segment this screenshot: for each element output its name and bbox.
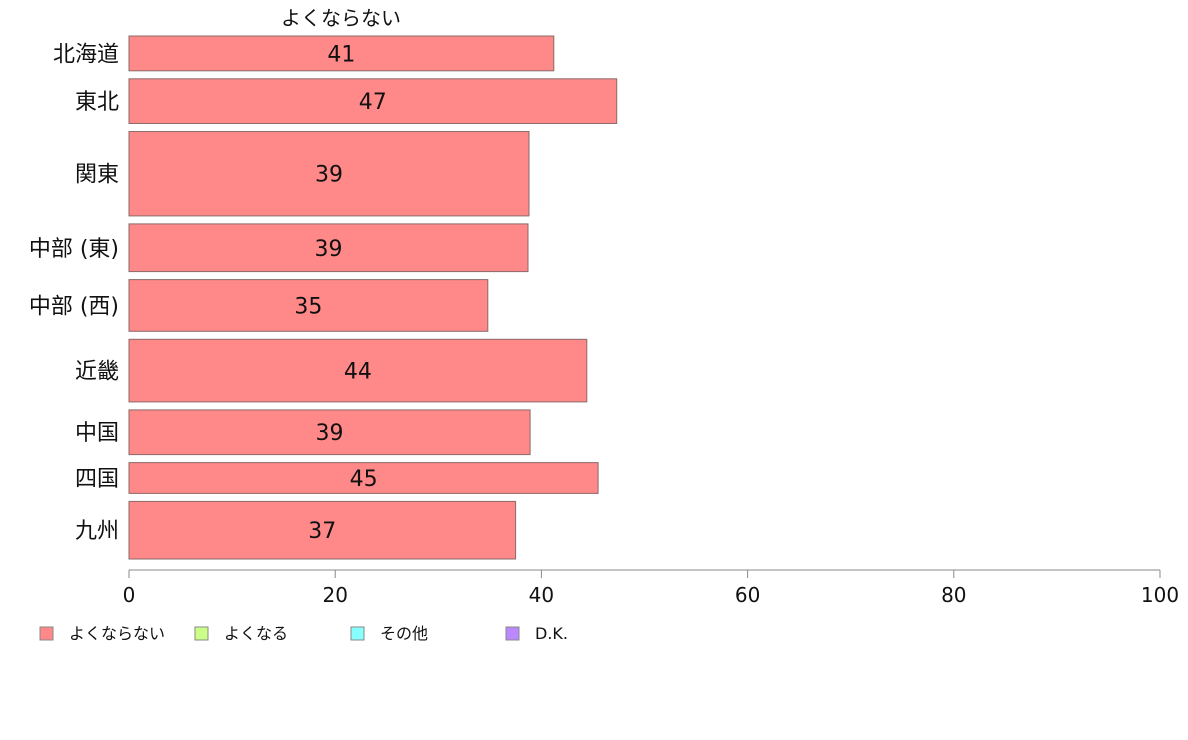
bar-value-label: 45 — [350, 467, 378, 492]
bar-value-label: 39 — [315, 237, 343, 262]
bar-5 — [128, 279, 489, 332]
category-label: 関東 — [75, 163, 119, 188]
bar-8 — [128, 462, 599, 494]
category-label: 四国 — [75, 467, 119, 492]
bar-1 — [128, 35, 555, 72]
legend: よくならない よくなる その他 D.K. — [39, 624, 568, 643]
legend-label: D.K. — [535, 624, 568, 643]
category-label: 九州 — [75, 519, 119, 544]
category-label: 北海道 — [53, 42, 119, 67]
bar-value-label: 47 — [359, 90, 387, 115]
x-axis: 0 20 40 60 80 100 — [123, 569, 1179, 607]
legend-label: よくならない — [69, 624, 165, 643]
bar-4 — [128, 223, 529, 273]
bar-value-label: 44 — [344, 360, 372, 385]
bar-9 — [128, 500, 517, 560]
x-tick-label: 0 — [123, 583, 136, 607]
legend-label: よくなる — [224, 624, 288, 643]
bar-3 — [128, 131, 530, 217]
legend-swatch — [39, 626, 54, 641]
bar-value-label: 41 — [327, 42, 355, 67]
x-tick-label: 100 — [1141, 583, 1179, 607]
x-tick-label: 60 — [735, 583, 760, 607]
x-tick-label: 40 — [529, 583, 554, 607]
x-tick-label: 80 — [941, 583, 966, 607]
category-label: 中部 (西) — [29, 294, 119, 319]
chart-title: よくならない — [281, 6, 401, 30]
bar-value-label: 39 — [316, 421, 344, 446]
bar-2 — [128, 78, 618, 125]
legend-swatch — [194, 626, 209, 641]
bar-6 — [128, 338, 588, 403]
category-label: 中国 — [75, 421, 119, 446]
legend-swatch — [505, 626, 520, 641]
x-tick-label: 20 — [322, 583, 347, 607]
bar-value-label: 35 — [294, 294, 322, 319]
legend-swatch — [350, 626, 365, 641]
category-label: 中部 (東) — [29, 237, 119, 262]
category-label: 近畿 — [75, 360, 119, 385]
legend-label: その他 — [380, 624, 428, 643]
bar-7 — [128, 409, 531, 456]
bar-value-label: 37 — [308, 519, 336, 544]
bar-value-label: 39 — [315, 163, 343, 188]
category-label: 東北 — [75, 90, 119, 115]
bars-layer: 41 北海道 47 東北 39 関東 39 中部 (東) 35 中部 (西) 44 近畿 39 中国 45 四… — [29, 35, 618, 560]
